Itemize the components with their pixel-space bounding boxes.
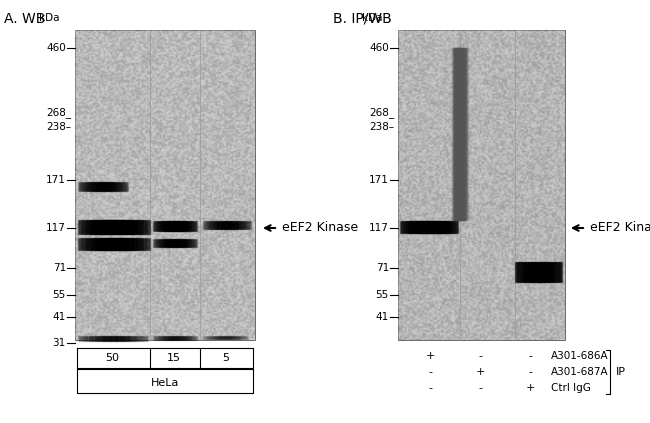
- Bar: [75, 30, 255, 340]
- Text: -: -: [478, 383, 482, 393]
- Text: 71: 71: [53, 263, 66, 273]
- Text: -: -: [528, 367, 532, 377]
- Text: 117: 117: [46, 223, 66, 233]
- Text: A301-686A: A301-686A: [551, 351, 608, 361]
- Text: 15: 15: [167, 353, 181, 363]
- Text: IP: IP: [616, 367, 626, 377]
- Text: 460: 460: [46, 43, 66, 53]
- Text: 71: 71: [376, 263, 389, 273]
- Text: 238–: 238–: [47, 122, 72, 132]
- Text: 55: 55: [53, 290, 66, 300]
- Text: -: -: [478, 351, 482, 361]
- Text: 268_: 268_: [47, 107, 72, 118]
- Text: 50: 50: [105, 353, 119, 363]
- Text: 238–: 238–: [370, 122, 395, 132]
- Text: eEF2 Kinase: eEF2 Kinase: [590, 222, 650, 234]
- Text: 171: 171: [46, 175, 66, 185]
- Text: 55: 55: [376, 290, 389, 300]
- Text: -: -: [428, 367, 432, 377]
- Text: kDa: kDa: [39, 13, 59, 23]
- Text: +: +: [525, 383, 535, 393]
- Text: 41: 41: [376, 312, 389, 322]
- Text: 41: 41: [53, 312, 66, 322]
- Text: 31: 31: [53, 338, 66, 348]
- Text: +: +: [425, 351, 435, 361]
- Text: kDa: kDa: [362, 13, 382, 23]
- Text: A. WB: A. WB: [4, 12, 46, 26]
- Text: 171: 171: [369, 175, 389, 185]
- Text: HeLa: HeLa: [151, 378, 179, 388]
- Text: eEF2 Kinase: eEF2 Kinase: [282, 222, 358, 234]
- Text: +: +: [475, 367, 485, 377]
- Text: 268_: 268_: [370, 107, 395, 118]
- Text: 117: 117: [369, 223, 389, 233]
- Text: A301-687A: A301-687A: [551, 367, 608, 377]
- Text: B. IP/WB: B. IP/WB: [333, 12, 392, 26]
- Text: 5: 5: [222, 353, 229, 363]
- Bar: [398, 30, 565, 340]
- Text: Ctrl IgG: Ctrl IgG: [551, 383, 591, 393]
- Text: -: -: [528, 351, 532, 361]
- Text: -: -: [428, 383, 432, 393]
- Text: 460: 460: [369, 43, 389, 53]
